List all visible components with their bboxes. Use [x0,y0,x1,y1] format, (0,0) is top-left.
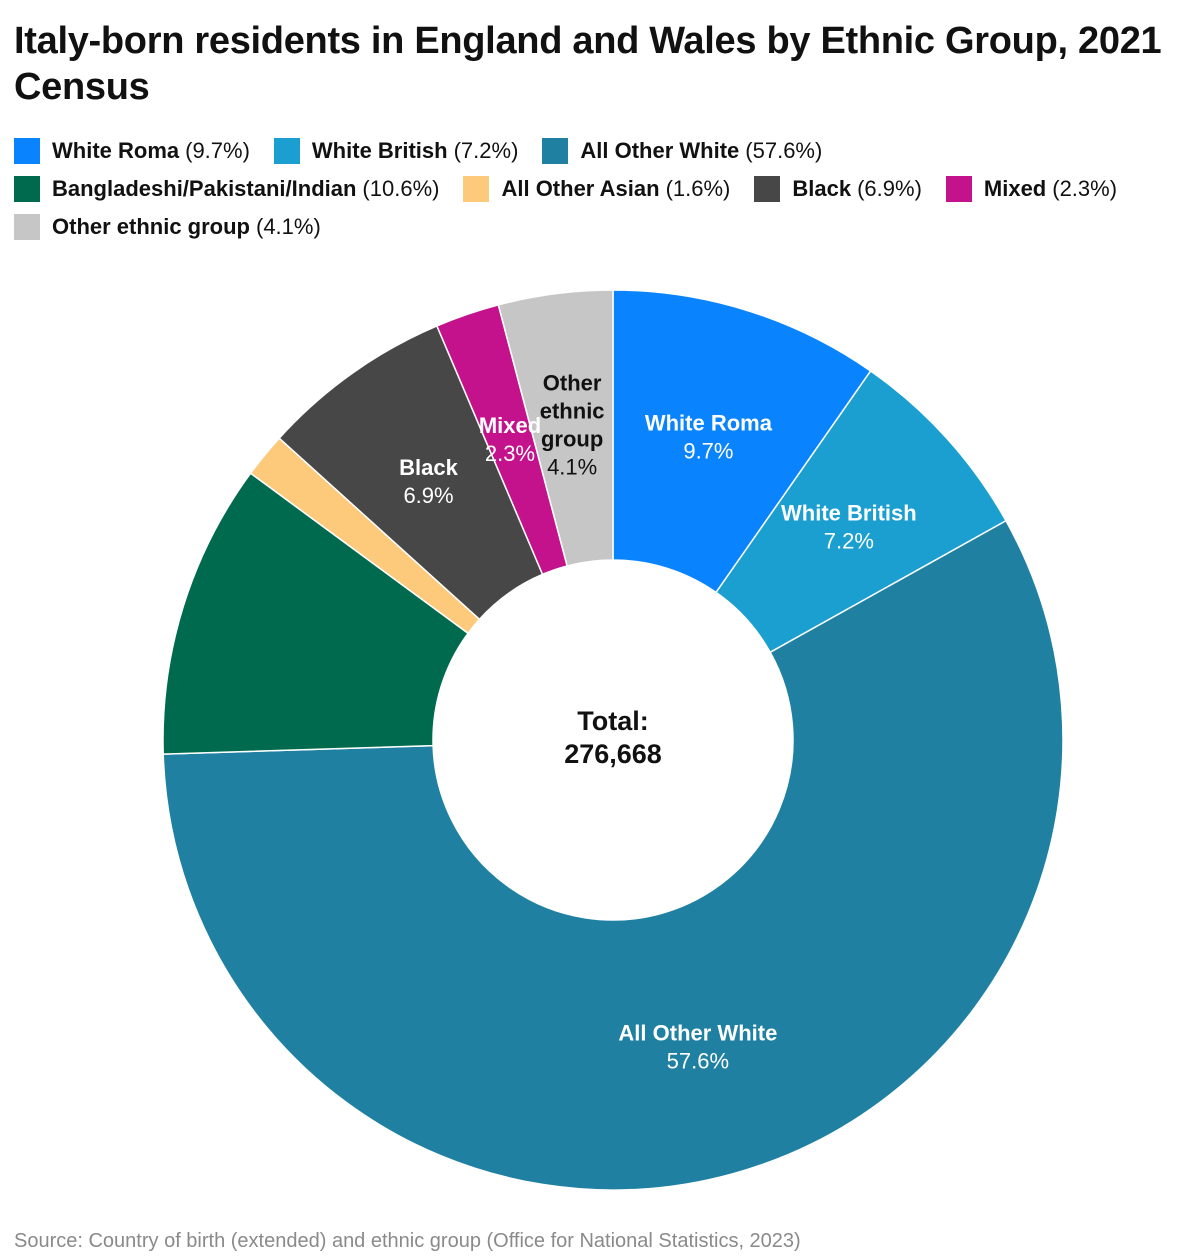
legend-item[interactable]: All Other White (57.6%) [542,138,822,164]
legend-item[interactable]: Mixed (2.3%) [945,176,1118,202]
legend-swatch [754,176,781,202]
donut-slice[interactable] [162,519,1064,1191]
slice-label: White British 7.2% [781,501,917,554]
legend-value: (7.2%) [453,138,519,163]
legend-item[interactable]: Black (6.9%) [754,176,922,202]
donut-slice[interactable] [612,289,872,594]
legend-label: White Roma [52,138,180,163]
slice-label: Black 6.9% [399,455,458,508]
legend-item[interactable]: Other ethnic group (4.1%) [14,214,321,240]
center-label-title: Total: [577,706,648,736]
legend-value: (6.9%) [857,176,922,201]
legend-swatch [14,214,40,240]
legend-swatch [14,176,40,202]
legend-value: (10.6%) [362,176,440,201]
legend-label: Other ethnic group [52,214,250,239]
legend-label: All Other White [580,138,740,163]
legend-label: Black [792,176,852,201]
legend-item[interactable]: All Other Asian (1.6%) [463,176,730,202]
slice-label: Other ethnic group 4.1% [540,371,605,480]
legend-label: White British [311,138,448,163]
source-note: Source: Country of birth (extended) and … [14,1230,801,1252]
legend-swatch [14,138,40,164]
donut-slice[interactable] [497,289,614,567]
legend-value: (2.3%) [1052,176,1118,201]
legend-label: Bangladeshi/Pakistani/Indian [52,176,357,201]
legend-label: Mixed [983,176,1047,201]
legend-value: (1.6%) [665,176,731,201]
legend-item[interactable]: White British (7.2%) [273,138,519,164]
legend-value: (57.6%) [745,138,823,163]
chart-title: Italy-born residents in England and Wale… [14,20,1162,108]
donut-slice[interactable] [278,324,544,621]
legend-value: (9.7%) [185,138,250,163]
donut-slice[interactable] [162,472,470,755]
legend-value: (4.1%) [256,214,321,239]
legend-swatch [945,176,972,202]
legend-swatch [273,138,300,164]
legend-swatch [542,138,569,164]
legend-item[interactable]: White Roma (9.7%) [14,138,250,164]
slice-label: All Other White 57.6% [618,1020,777,1073]
slice-label: Mixed 2.3% [479,413,541,466]
legend: White Roma (9.7%) White British (7.2%) All O… [14,138,1174,240]
slice-label: White Roma 9.7% [645,411,773,464]
legend-label: All Other Asian [501,176,660,201]
legend-item[interactable]: Bangladeshi/Pakistani/Indian (10.6%) [14,176,439,202]
center-label-value: 276,668 [564,739,662,769]
legend-swatch [463,176,490,202]
